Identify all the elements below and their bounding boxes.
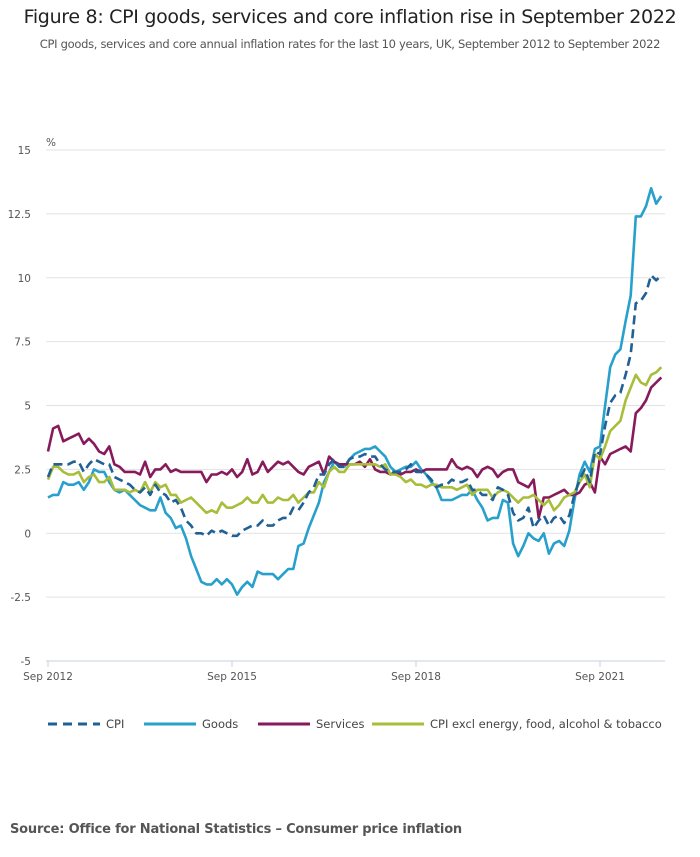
- x-tick-label: Sep 2018: [391, 671, 441, 683]
- legend-label: Goods: [202, 717, 238, 731]
- chart-subtitle: CPI goods, services and core annual infl…: [39, 37, 661, 51]
- legend-label: Services: [316, 717, 365, 731]
- x-tick-label: Sep 2012: [23, 671, 73, 683]
- x-axis: Sep 2012 Sep 2015 Sep 2018 Sep 2021: [23, 660, 665, 683]
- legend-label: CPI excl energy, food, alcohol & tobacco: [430, 717, 662, 731]
- series-line-services: [46, 376, 663, 520]
- x-tick-label: Sep 2015: [207, 671, 257, 683]
- legend: CPI Goods Services CPI excl energy, food, a…: [48, 717, 662, 731]
- series-line-cpi: [46, 273, 663, 538]
- series-line-goods: [47, 187, 663, 596]
- y-tick-label: 7.5: [14, 337, 31, 349]
- chart-title: Figure 8: CPI goods, services and core i…: [23, 6, 677, 28]
- y-tick-label: -2.5: [11, 592, 32, 604]
- y-tick-label: 12.5: [8, 209, 31, 221]
- y-tick-label: 2.5: [14, 464, 31, 476]
- y-axis-label: %: [46, 137, 56, 149]
- y-tick-label: 10: [18, 273, 31, 285]
- y-axis-ticks: 15 12.5 10 7.5 5 2.5 0 -2.5 -5: [8, 145, 31, 668]
- gridlines: [46, 149, 665, 598]
- series-lines: [46, 187, 663, 596]
- legend-label: CPI: [106, 717, 124, 731]
- x-tick-label: Sep 2021: [575, 671, 625, 683]
- source-note: Source: Office for National Statistics –…: [10, 822, 462, 837]
- y-tick-label: 15: [18, 145, 31, 157]
- y-tick-label: -5: [21, 656, 31, 668]
- y-tick-label: 0: [24, 528, 31, 540]
- y-tick-label: 5: [24, 401, 31, 413]
